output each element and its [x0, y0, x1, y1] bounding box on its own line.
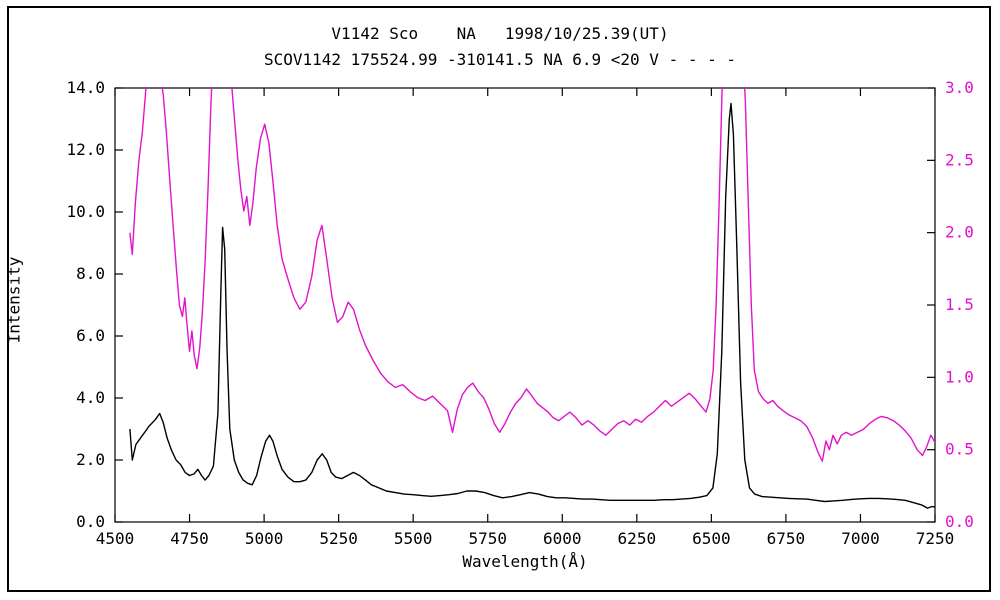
right-tick-label: 2.0 — [945, 223, 974, 242]
x-tick-label: 5500 — [394, 529, 433, 548]
left-tick-label: 8.0 — [76, 264, 105, 283]
left-tick-label: 4.0 — [76, 388, 105, 407]
left-tick-label: 2.0 — [76, 450, 105, 469]
spectrum-intensity-magenta-line — [129, 87, 935, 462]
x-tick-label: 5250 — [319, 529, 358, 548]
x-tick-label: 6750 — [767, 529, 806, 548]
right-tick-label: 0.5 — [945, 440, 974, 459]
x-tick-label: 6250 — [618, 529, 657, 548]
right-tick-label: 3.0 — [945, 78, 974, 97]
right-tick-label: 2.5 — [945, 150, 974, 169]
left-tick-label: 14.0 — [66, 78, 105, 97]
right-tick-label: 1.5 — [945, 295, 974, 314]
x-tick-label: 4500 — [96, 529, 135, 548]
x-tick-label: 6500 — [692, 529, 731, 548]
right-tick-label: 0.0 — [945, 512, 974, 531]
x-tick-label: 5750 — [468, 529, 507, 548]
left-tick-label: 12.0 — [66, 140, 105, 159]
left-tick-label: 0.0 — [76, 512, 105, 531]
x-tick-label: 7250 — [916, 529, 955, 548]
chart-title: V1142 Sco NA 1998/10/25.39(UT) — [331, 24, 669, 43]
x-tick-label: 6000 — [543, 529, 582, 548]
chart-subtitle: SCOV1142 175524.99 -310141.5 NA 6.9 <20 … — [263, 50, 736, 69]
left-tick-label: 6.0 — [76, 326, 105, 345]
x-axis-label: Wavelength(Å) — [462, 552, 588, 571]
spectrum-intensity-black-line — [129, 102, 935, 509]
x-tick-label: 4750 — [170, 529, 209, 548]
x-tick-label: 7000 — [841, 529, 880, 548]
left-tick-label: 10.0 — [66, 202, 105, 221]
x-tick-label: 5000 — [245, 529, 284, 548]
right-tick-label: 1.0 — [945, 367, 974, 386]
